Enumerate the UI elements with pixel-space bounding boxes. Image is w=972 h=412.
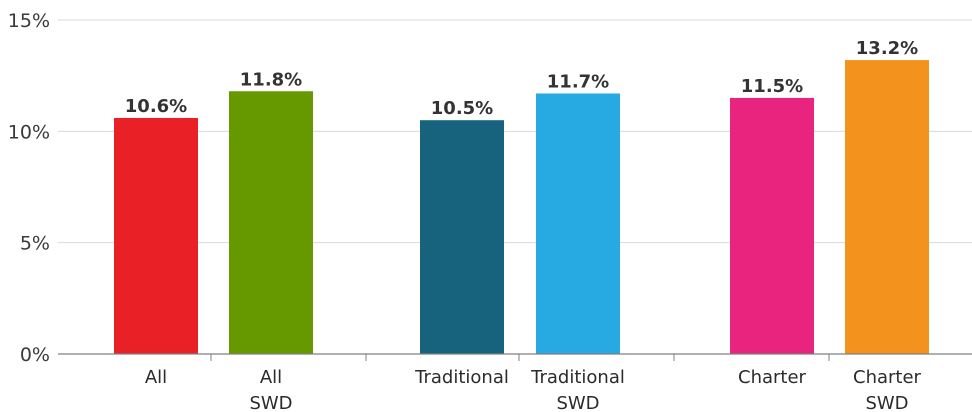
x-tick-label: All [145, 367, 167, 388]
bar [730, 97, 814, 354]
x-tick-label: Traditional [414, 367, 509, 388]
data-label: 11.7% [547, 71, 609, 92]
x-tick-label: Charter [853, 367, 922, 388]
x-tick-label: Charter [738, 367, 807, 388]
data-label: 11.5% [741, 76, 803, 97]
data-label: 10.5% [431, 98, 493, 119]
bar [229, 91, 313, 355]
bar [845, 60, 929, 355]
x-tick-label: All [260, 367, 282, 388]
data-label: 10.6% [125, 96, 187, 117]
bar [420, 120, 504, 354]
bar [536, 93, 620, 354]
bar [114, 117, 198, 355]
x-tick-label: SWD [556, 393, 599, 412]
y-tick-label: 5% [20, 233, 50, 255]
y-tick-label: 15% [8, 10, 50, 32]
x-tick-label: Traditional [530, 367, 625, 388]
x-tick-label: SWD [249, 393, 292, 412]
data-label: 11.8% [240, 69, 302, 90]
y-tick-label: 10% [8, 121, 50, 143]
y-tick-label: 0% [20, 344, 50, 366]
x-tick-label: SWD [865, 393, 908, 412]
data-label: 13.2% [856, 38, 918, 59]
